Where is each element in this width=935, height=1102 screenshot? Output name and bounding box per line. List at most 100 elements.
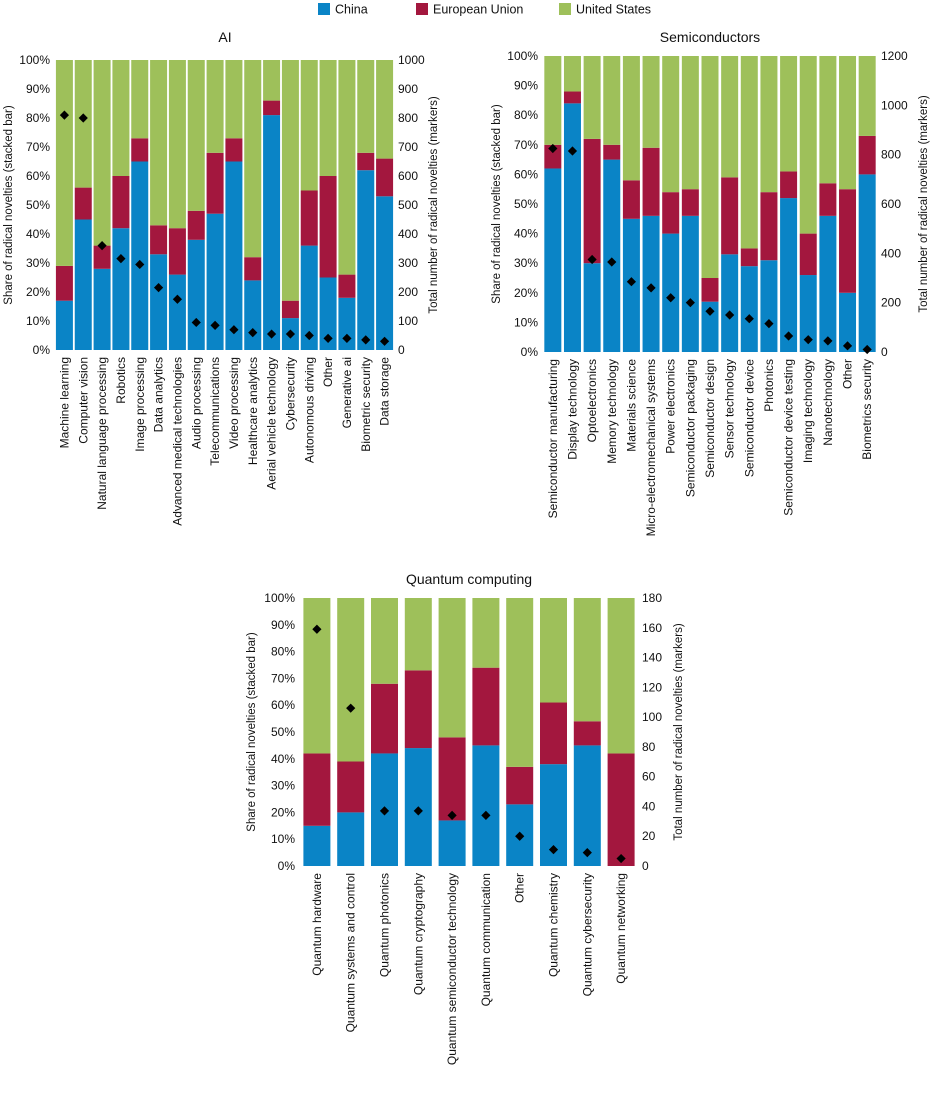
x-tick-label-robotics: Robotics [114, 357, 128, 404]
bar-segment-european-union-quantum-networking [607, 753, 635, 866]
x-tick-label-semiconductor-packaging: Semiconductor packaging [683, 359, 697, 497]
bar-segment-european-union-natural-language-processing [93, 245, 111, 269]
chart-title: AI [218, 29, 231, 45]
y-tick-label: 40% [26, 227, 50, 241]
marker-healthcare-analytics [248, 328, 258, 338]
bar-segment-united-states-quantum-cybersecurity [573, 598, 601, 722]
y-tick-label: 10% [26, 314, 50, 328]
bar-segment-european-union-semiconductor-packaging [681, 189, 699, 216]
bar-segment-china-photonics [760, 260, 778, 352]
bar-segment-china-imaging-technology [799, 275, 817, 352]
bar-segment-china-memory-technology [603, 159, 621, 352]
marker-semiconductor-manufacturing [548, 143, 558, 154]
y2-tick-label: 800 [881, 148, 901, 162]
marker-semiconductor-device-testing [783, 331, 794, 341]
y2-tick-label: 40 [642, 799, 656, 813]
bar-segment-china-other [319, 277, 337, 350]
bar-segment-united-states-audio-processing [187, 60, 205, 211]
bar-segment-china-telecommunications [206, 213, 224, 350]
marker-advanced-medical-technologies [172, 294, 183, 304]
bar-segment-european-union-quantum-cryptography [404, 670, 432, 749]
bar-segment-european-union-materials-science [622, 180, 640, 219]
y-tick-label: 70% [26, 140, 50, 154]
bar-segment-european-union-semiconductor-device-testing [780, 171, 798, 199]
bar-segment-european-union-quantum-cybersecurity [573, 721, 601, 746]
marker-quantum-semiconductor-technology [447, 810, 457, 820]
y2-tick-label: 500 [398, 198, 418, 212]
chart-quantum-computing: Quantum computing 0% 10% 20% 30% 40% 50% 60% 70%… [246, 571, 685, 1065]
bar-segment-european-union-audio-processing [187, 210, 205, 240]
x-tick-label-quantum-networking: Quantum networking [614, 873, 628, 984]
x-tick-label-telecommunications: Telecommunications [208, 357, 222, 466]
bar-segment-china-nanotechnology [819, 215, 837, 352]
x-tick-label-biometrics-security: Biometrics security [860, 359, 874, 460]
y-tick-label: 30% [26, 256, 50, 270]
y-tick-label: 20% [271, 805, 295, 819]
marker-display-technology [567, 146, 578, 156]
y2-tick-label: 0 [642, 859, 649, 873]
y-tick-label: 40% [514, 227, 538, 241]
y-tick-label: 50% [271, 725, 295, 739]
bar-segment-china-semiconductor-packaging [681, 215, 699, 352]
y-tick-label: 30% [271, 779, 295, 793]
marker-photonics [764, 319, 774, 329]
x-tick-label-machine-learning: Machine learning [57, 357, 71, 448]
marker-video-processing [229, 325, 239, 335]
bar-segment-european-union-quantum-systems-and-control [337, 761, 365, 813]
y-tick-label: 80% [514, 108, 538, 122]
marker-cybersecurity [285, 329, 296, 339]
bar-segment-european-union-other [506, 766, 534, 805]
y-tick-label: 100% [264, 591, 295, 605]
marker-aerial-vehicle-technology [266, 329, 277, 339]
y2-tick-label: 0 [398, 343, 405, 357]
bar-segment-european-union-quantum-chemistry [540, 702, 567, 765]
bar-segment-united-states-other [506, 598, 534, 767]
y-tick-label: 80% [271, 645, 295, 659]
x-tick-label-photonics: Photonics [762, 359, 776, 412]
bar-segment-united-states-display-technology [563, 56, 581, 92]
x-tick-label-display-technology: Display technology [565, 359, 579, 460]
bar-segment-european-union-data-storage [376, 158, 394, 197]
bar-segment-united-states-advanced-medical-technologies [168, 60, 186, 229]
bar-segment-united-states-other [319, 60, 337, 176]
bar-segment-united-states-photonics [760, 56, 778, 193]
bar-segment-china-semiconductor-device-testing [780, 198, 798, 352]
x-tick-label-cybersecurity: Cybersecurity [283, 357, 297, 430]
bar-segment-china-computer-vision [74, 219, 92, 350]
bar-segment-european-union-imaging-technology [799, 233, 817, 276]
bar-segment-united-states-image-processing [131, 60, 149, 139]
y2-tick-label: 400 [398, 227, 418, 241]
bar-segment-united-states-data-analytics [150, 60, 168, 226]
marker-quantum-networking [616, 853, 626, 864]
bar-segment-china-sensor-technology [721, 254, 739, 352]
y-tick-label: 70% [514, 138, 538, 152]
x-tick-label-data-storage: Data storage [378, 357, 392, 426]
y2-tick-label: 600 [398, 169, 418, 183]
bar-segment-united-states-semiconductor-device [740, 56, 758, 249]
x-tick-label-quantum-chemistry: Quantum chemistry [547, 873, 561, 977]
marker-robotics [116, 254, 126, 264]
bar-segment-united-states-semiconductor-manufacturing [544, 56, 562, 145]
marker-quantum-cryptography [413, 806, 423, 816]
bar-segment-united-states-generative-ai [338, 60, 356, 275]
marker-image-processing [135, 259, 145, 270]
marker-biometrics-security [862, 344, 872, 355]
y2-tick-label: 900 [398, 82, 418, 96]
x-tick-label-imaging-technology: Imaging technology [801, 359, 815, 463]
y2-tick-label: 160 [642, 621, 662, 635]
chart-title: Semiconductors [660, 29, 760, 45]
bar-segment-china-quantum-cybersecurity [573, 745, 601, 866]
marker-quantum-photonics [379, 806, 390, 816]
marker-other [515, 831, 525, 841]
y2-tick-label: 140 [642, 651, 662, 665]
bar-segment-european-union-quantum-semiconductor-technology [438, 737, 466, 821]
y-tick-label: 40% [271, 752, 295, 766]
y2-tick-label: 100 [398, 314, 418, 328]
legend-label-european-union: European Union [433, 3, 523, 17]
y-tick-label: 60% [271, 698, 295, 712]
marker-power-electronics [666, 293, 676, 303]
bar-segment-european-union-nanotechnology [819, 183, 837, 216]
bar-segment-china-autonomous-driving [300, 245, 318, 350]
x-tick-label-quantum-systems-and-control: Quantum systems and control [344, 873, 358, 1032]
y2-tick-label: 20 [642, 829, 656, 843]
